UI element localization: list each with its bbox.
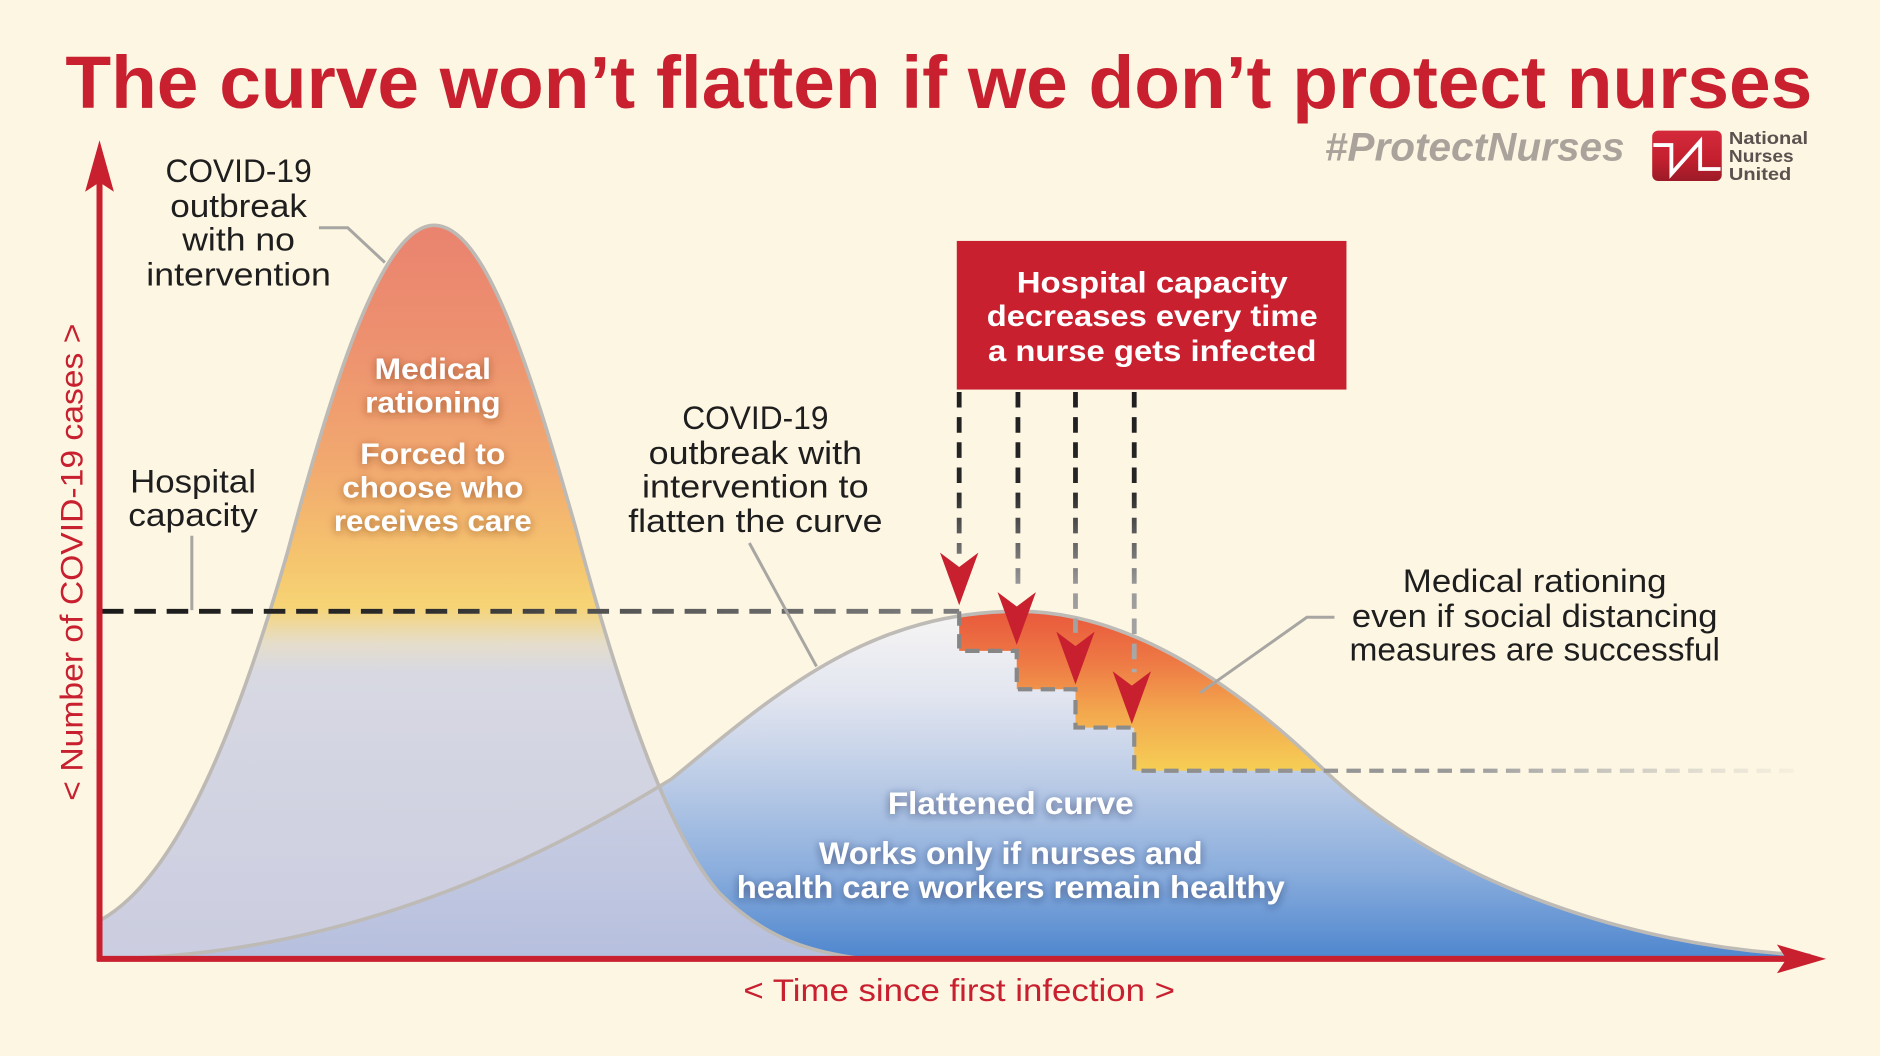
flat-rationing-label: even if social distancing: [1352, 598, 1718, 634]
y-axis-label: < Number of COVID-19 cases >: [55, 324, 90, 801]
no-intervention-leader-line: [318, 226, 386, 264]
hospital-capacity-label: Hospital: [130, 464, 256, 500]
peak-rationing-label: Medical: [375, 353, 491, 386]
with-intervention-label: COVID-19: [682, 400, 828, 436]
logo-text-line: Nurses: [1729, 146, 1794, 166]
capacity-box-text: Hospital capacity: [1017, 266, 1288, 299]
no-intervention-curve-line: [101, 223, 864, 961]
intervention-leader-line: [748, 542, 818, 668]
hashtag: #ProtectNurses: [1325, 126, 1625, 170]
x-axis-arrow-icon: [1776, 944, 1827, 974]
peak-choice-label: receives care: [334, 505, 532, 538]
capacity-drop-arrow-icon: [1112, 671, 1152, 724]
no-intervention-label: intervention: [146, 256, 331, 292]
y-axis-arrow-icon: [85, 140, 114, 192]
with-intervention-label: flatten the curve: [628, 503, 882, 539]
no-intervention-label: COVID-19: [165, 153, 311, 189]
no-intervention-curve-area: [101, 225, 864, 959]
flattened-curve-title: Flattened curve: [888, 786, 1134, 821]
logo-n-mark: [1653, 136, 1721, 179]
capacity-box-text: a nurse gets infected: [988, 335, 1317, 368]
capacity-box-text: decreases every time: [987, 300, 1318, 333]
capacity-callout-box: [956, 240, 1347, 390]
capacity-drop-arrow-icon: [997, 592, 1036, 645]
with-intervention-label: intervention to: [642, 468, 869, 504]
national-nurses-united-logo-icon: [1652, 130, 1722, 181]
peak-rationing-label: rationing: [365, 386, 500, 419]
logo-text-line: United: [1729, 164, 1791, 184]
flat-rationing-leader-line: [1199, 615, 1335, 695]
flat-rationing-label: measures are successful: [1349, 631, 1719, 667]
stepped-capacity-line: [957, 611, 1799, 773]
capacity-drop-arrow-icon: [1056, 631, 1095, 685]
hospital-capacity-label: capacity: [128, 497, 258, 533]
peak-choice-label: Forced to: [360, 438, 505, 471]
flattened-curve-note: Works only if nurses and: [819, 836, 1203, 871]
x-axis-label: < Time since first infection >: [743, 973, 1175, 1008]
logo-text-line: National: [1729, 128, 1808, 148]
flat-rationing-label: Medical rationing: [1403, 563, 1667, 599]
capacity-drop-arrow-icon: [940, 552, 979, 606]
flattened-curve-note: health care workers remain healthy: [737, 870, 1286, 905]
no-intervention-label: outbreak: [170, 188, 308, 224]
with-intervention-label: outbreak with: [649, 435, 862, 471]
peak-choice-label: choose who: [342, 471, 523, 504]
no-intervention-label: with no: [181, 222, 295, 258]
chart-title: The curve won’t flatten if we don’t prot…: [65, 41, 1812, 124]
